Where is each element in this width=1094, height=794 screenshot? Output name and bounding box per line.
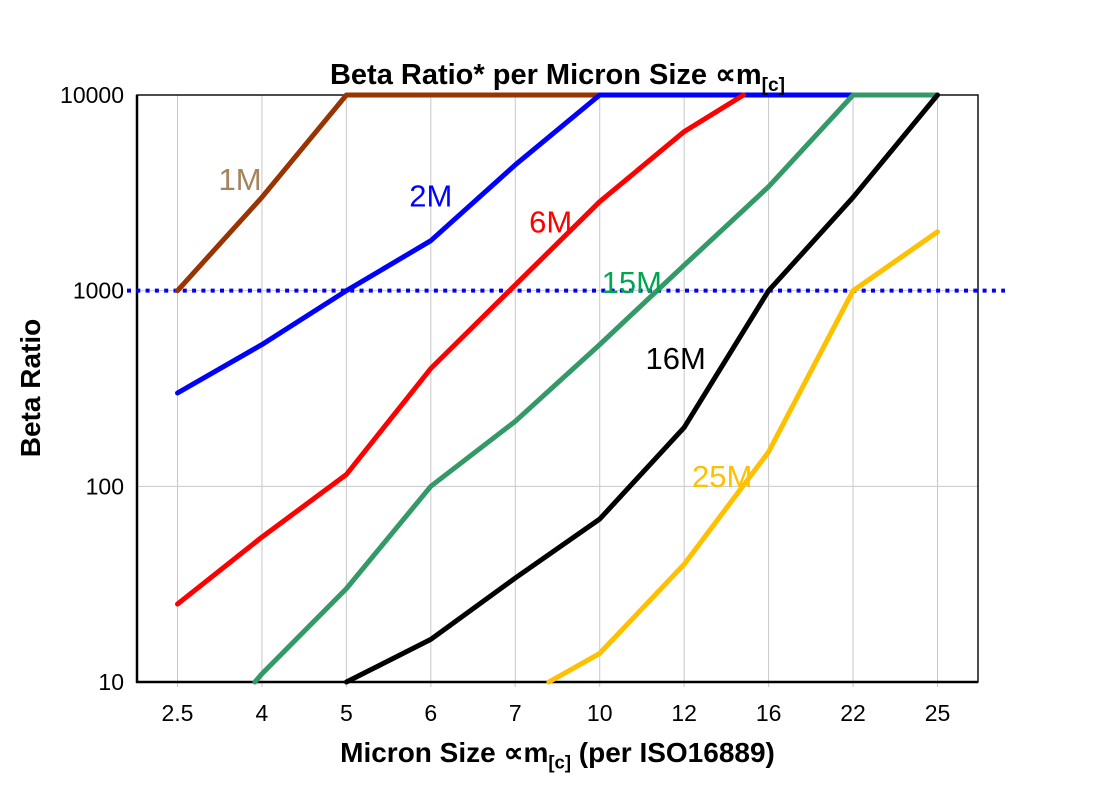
y-tick-label: 10000 bbox=[60, 82, 124, 108]
x-axis-title-text: Micron Size bbox=[340, 737, 496, 768]
x-tick-label: 25 bbox=[925, 700, 951, 726]
x-tick-label: 10 bbox=[587, 700, 613, 726]
x-axis-title-symbol: ∝m bbox=[503, 737, 549, 768]
chart-title-subscript: [c] bbox=[761, 74, 786, 96]
x-tick-label: 4 bbox=[256, 700, 269, 726]
chart-title-text: Beta Ratio* per Micron Size bbox=[329, 59, 708, 91]
series-label-16M: 16M bbox=[646, 341, 706, 376]
series-label-6M: 6M bbox=[529, 205, 572, 240]
x-axis-title-subscript: [c] bbox=[548, 751, 571, 773]
x-tick-label: 6 bbox=[424, 700, 437, 726]
y-tick-label: 100 bbox=[86, 473, 124, 499]
x-tick-labels: 2.5 4 5 6 7 10 12 16 22 25 bbox=[162, 700, 951, 726]
x-axis-title: Micron Size ∝m[c] (per ISO16889) bbox=[137, 736, 978, 774]
x-tick-label: 22 bbox=[840, 700, 866, 726]
gridlines bbox=[137, 95, 978, 687]
plot-frame bbox=[136, 94, 979, 683]
x-tick-label: 5 bbox=[340, 700, 353, 726]
series-label-1M: 1M bbox=[218, 162, 261, 197]
series-15M: 15M bbox=[252, 92, 940, 685]
chart-title: Beta Ratio* per Micron Size ∝m[c] bbox=[137, 57, 978, 97]
series-1M: 1M bbox=[175, 92, 603, 294]
series-label-2M: 2M bbox=[409, 178, 452, 213]
x-tick-label: 2.5 bbox=[162, 700, 194, 726]
y-tick-label: 10 bbox=[98, 669, 124, 695]
series-6M: 6M bbox=[175, 92, 746, 607]
series-label-25M: 25M bbox=[692, 459, 752, 494]
x-axis-title-suffix: (per ISO16889) bbox=[578, 737, 775, 768]
series-16M: 16M bbox=[343, 92, 940, 685]
series-line-6M bbox=[175, 92, 746, 607]
y-tick-label: 1000 bbox=[73, 278, 124, 304]
series-line-15M bbox=[252, 92, 940, 685]
series-line-16M bbox=[343, 92, 940, 685]
x-tick-label: 12 bbox=[671, 700, 697, 726]
series-label-15M: 15M bbox=[602, 265, 662, 300]
series-25M: 25M bbox=[546, 229, 940, 685]
x-tick-label: 16 bbox=[756, 700, 782, 726]
y-axis-title: Beta Ratio bbox=[15, 318, 46, 458]
series-line-25M bbox=[546, 229, 940, 685]
chart-title-symbol: ∝m bbox=[715, 59, 762, 91]
series-line-1M bbox=[175, 92, 603, 294]
y-tick-labels: 10000 1000 100 10 bbox=[60, 82, 124, 695]
x-tick-label: 7 bbox=[509, 700, 522, 726]
